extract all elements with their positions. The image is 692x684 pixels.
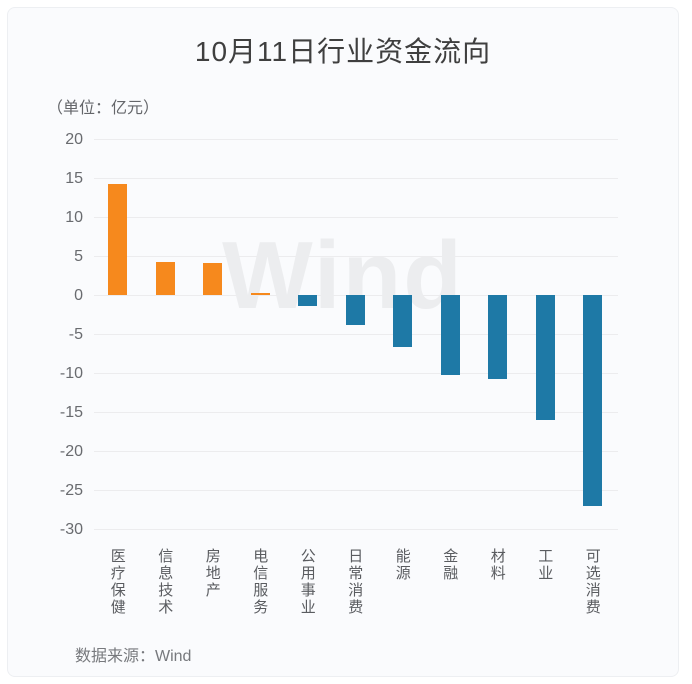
y-axis-tick-label: -20 (59, 442, 83, 460)
gridline-y5 (94, 256, 618, 257)
chart-bar-7 (393, 295, 413, 348)
category-label: 能源 (393, 548, 411, 582)
category-label: 公用事业 (298, 548, 316, 616)
category-label: 信息技术 (156, 548, 174, 616)
gridline-y-25 (94, 490, 618, 491)
gridline-y-10 (94, 373, 618, 374)
category-label: 电信服务 (251, 548, 269, 616)
y-axis-tick-label: 0 (74, 286, 83, 304)
y-axis-tick-label: -15 (59, 403, 83, 421)
y-axis-tick-label: -25 (59, 481, 83, 499)
chart-bar-8 (440, 295, 460, 375)
y-axis-tick-label: 15 (65, 169, 83, 187)
gridline-y15 (94, 178, 618, 179)
chart-bar-1 (108, 184, 128, 295)
category-label: 医疗保健 (108, 548, 126, 616)
category-label: 房地产 (203, 548, 221, 599)
chart-bar-9 (488, 295, 508, 380)
chart-bar-6 (345, 295, 365, 326)
gridline-y20 (94, 139, 618, 140)
y-axis-tick-label: -10 (59, 364, 83, 382)
y-axis-tick-label: 10 (65, 208, 83, 226)
category-label: 材料 (488, 548, 506, 582)
gridline-y10 (94, 217, 618, 218)
chart-bar-11 (583, 295, 603, 506)
chart-bar-4 (250, 292, 270, 296)
gridline-y-20 (94, 451, 618, 452)
y-axis-tick-label: -5 (68, 325, 83, 343)
category-label: 金融 (441, 548, 459, 582)
y-axis-tick-label: 5 (74, 247, 83, 265)
category-label: 工业 (536, 548, 554, 582)
chart-card: 10月11日行业资金流向 （单位：亿元） Wind 20 15 10 5 0 -5 -10 -… (7, 7, 679, 677)
gridline-y-5 (94, 334, 618, 335)
chart-bar-3 (203, 263, 223, 295)
y-axis-tick-label: 20 (65, 130, 83, 148)
wind-watermark: Wind (222, 222, 464, 329)
y-axis-tick-label: -30 (59, 520, 83, 538)
category-label: 可选消费 (583, 548, 601, 616)
chart-bar-2 (155, 262, 175, 295)
gridline-y-15 (94, 412, 618, 413)
chart-bar-10 (535, 295, 555, 420)
data-source-label: 数据来源：Wind (75, 648, 192, 665)
chart-bar-5 (298, 295, 318, 306)
chart-title: 10月11日行业资金流向 (194, 36, 492, 67)
category-label: 日常消费 (346, 548, 364, 616)
gridline-y-30 (94, 529, 618, 530)
unit-label: （单位：亿元） (47, 100, 160, 117)
